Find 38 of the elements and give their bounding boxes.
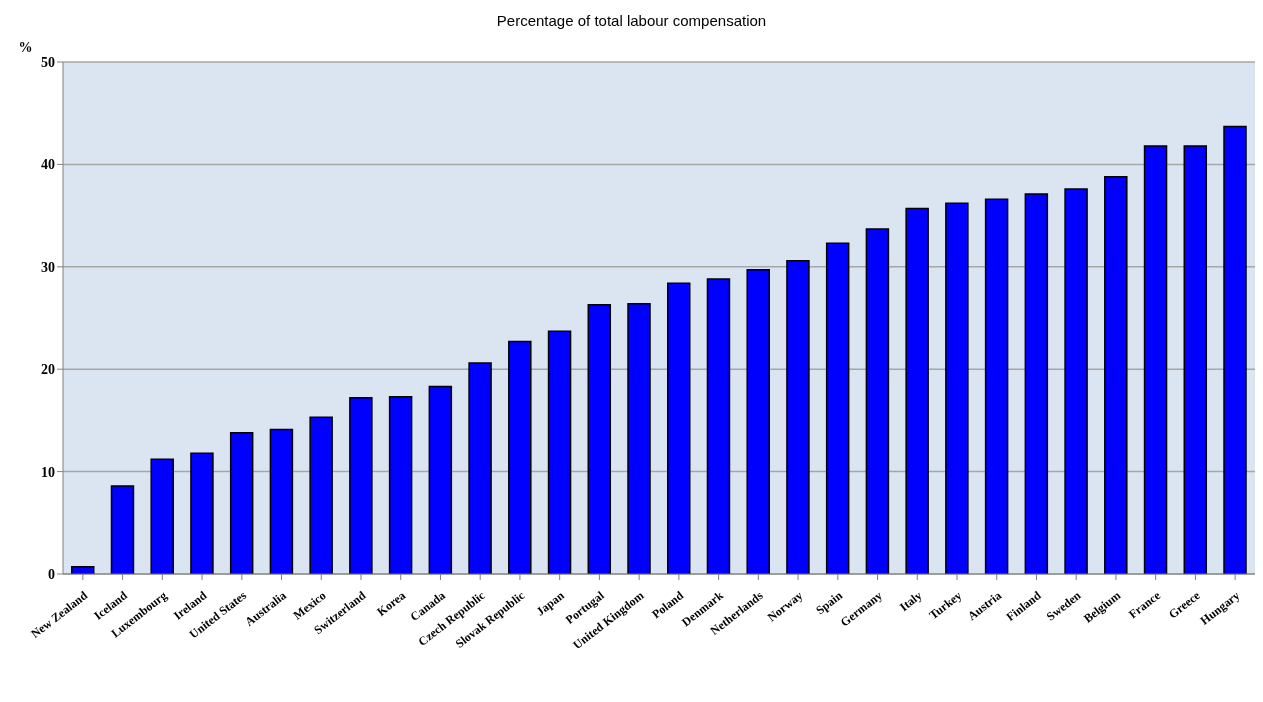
bar bbox=[150, 458, 174, 574]
bar bbox=[229, 431, 254, 574]
bar bbox=[945, 202, 969, 574]
y-tick-label: 30 bbox=[41, 259, 55, 275]
bar bbox=[1064, 188, 1088, 574]
y-tick-label: 0 bbox=[48, 566, 55, 582]
bar bbox=[388, 396, 413, 574]
y-tick-label: 40 bbox=[41, 157, 55, 173]
x-tick-label: Italy bbox=[897, 588, 925, 615]
bar bbox=[587, 303, 612, 574]
bar bbox=[309, 416, 333, 574]
chart-title: Percentage of total labour compensation bbox=[495, 12, 768, 31]
bar bbox=[627, 302, 651, 574]
bar bbox=[1024, 193, 1049, 574]
bar bbox=[428, 385, 453, 574]
bar bbox=[508, 340, 532, 574]
bar bbox=[1223, 125, 1247, 574]
y-tick-label: 20 bbox=[41, 362, 55, 378]
bar bbox=[786, 259, 810, 574]
bar bbox=[1183, 145, 1208, 574]
bar bbox=[547, 330, 572, 574]
bar bbox=[706, 278, 731, 574]
bar bbox=[349, 397, 373, 574]
bar bbox=[865, 228, 890, 574]
bar bbox=[110, 485, 135, 574]
bar bbox=[984, 198, 1009, 574]
y-tick-label: 10 bbox=[41, 464, 55, 480]
bar bbox=[1104, 175, 1128, 574]
y-axis-title: % bbox=[18, 40, 33, 55]
bar bbox=[905, 207, 929, 574]
bar bbox=[666, 282, 691, 574]
bar bbox=[1143, 145, 1168, 574]
bar bbox=[190, 452, 214, 574]
bar bbox=[468, 362, 492, 574]
bar bbox=[746, 269, 770, 574]
bar bbox=[269, 428, 294, 574]
bar bbox=[825, 242, 850, 574]
y-tick-label: 50 bbox=[41, 54, 55, 70]
